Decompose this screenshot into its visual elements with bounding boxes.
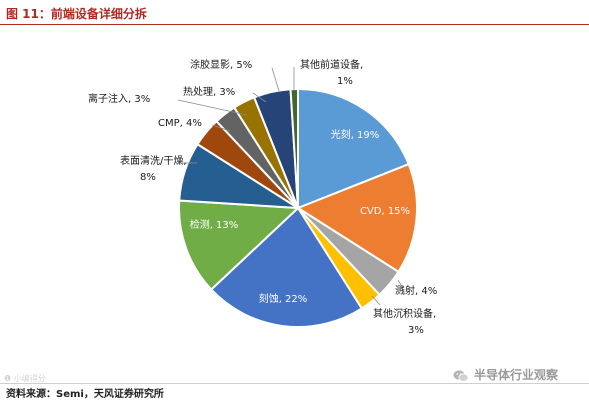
slice-label: CMP, 4% bbox=[158, 118, 202, 129]
slice-label: 离子注入, 3% bbox=[88, 92, 150, 105]
leader-line bbox=[211, 124, 231, 132]
leader-line bbox=[371, 295, 381, 306]
wechat-brand: 半导体行业观察 bbox=[474, 368, 559, 382]
pie-slice bbox=[209, 206, 364, 328]
pie-slice bbox=[295, 162, 418, 274]
pie-slice bbox=[178, 199, 301, 291]
leader-line bbox=[271, 67, 280, 92]
pie-slice bbox=[297, 87, 410, 210]
wechat-watermark: 半导体行业观察 bbox=[453, 366, 558, 383]
slice-label: 检测, 13% bbox=[190, 218, 239, 231]
source-note: 资料来源：Semi，天风证券研究所 bbox=[6, 389, 164, 400]
leader-line bbox=[252, 92, 267, 103]
wechat-icon bbox=[453, 368, 469, 382]
slice-label: CVD, 15% bbox=[360, 206, 410, 217]
slice-label: 其他沉积设备, 3% bbox=[373, 307, 436, 336]
slice-label: 涂胶显影, 5% bbox=[190, 58, 252, 71]
source-divider bbox=[0, 383, 589, 384]
slice-label: 表面清洗/干燥, 8% bbox=[120, 154, 187, 183]
slice-label: 热处理, 3% bbox=[183, 85, 235, 98]
slice-label: 光刻, 19% bbox=[331, 128, 380, 141]
pie-slices bbox=[178, 87, 418, 328]
leader-line bbox=[177, 99, 248, 116]
leader-lines bbox=[177, 67, 404, 306]
slice-label: 其他前道设备, 1% bbox=[300, 58, 363, 87]
title-divider bbox=[0, 24, 589, 25]
slice-labels: 光刻, 19% CVD, 15% 溅射, 4% 其他沉积设备, 3% 刻蚀, 22% 检测,… bbox=[88, 58, 437, 336]
figure-title: 图 11：前端设备详细分拆 bbox=[6, 7, 147, 21]
slice-label: 刻蚀, 22% bbox=[259, 292, 308, 305]
slice-label: 溅射, 4% bbox=[395, 284, 437, 297]
faint-watermark: ❶ 小编得分 bbox=[4, 374, 46, 383]
leader-line bbox=[397, 279, 404, 289]
